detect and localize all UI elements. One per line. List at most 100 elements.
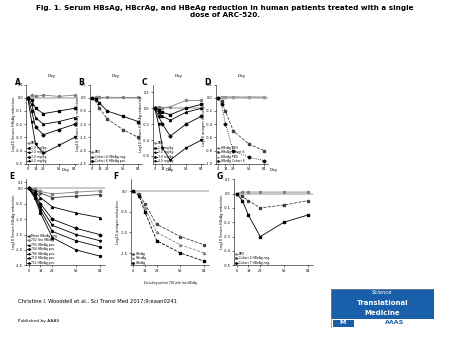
- PBO: [183, 98, 189, 102]
- HBeAg Cohort 6: [219, 102, 224, 106]
- 710 HBeAg pos.: [26, 186, 32, 190]
- HBeAg PBO: [262, 95, 267, 99]
- HBcrAg: [178, 243, 183, 247]
- HBcrAg: [154, 231, 159, 235]
- 1.0 mg/kg: [167, 113, 173, 117]
- PBO: [97, 95, 102, 99]
- 706 HBeAg pos.: [50, 223, 55, 227]
- Line: 702 low HBeAg: 702 low HBeAg: [27, 187, 101, 195]
- HBeAg Cohort 6: [223, 122, 228, 126]
- 703 HBeAg pos.: [97, 216, 103, 220]
- HBsAg: [142, 202, 148, 206]
- HBsAg Cohort 6: [262, 149, 267, 153]
- 1.0 mg/kg: [152, 106, 158, 110]
- Mean HBeAg neg.: [50, 196, 55, 200]
- 706 HBeAg pos.: [73, 233, 79, 237]
- 3.0 mg/kg: [183, 122, 189, 126]
- Line: HBsAg: HBsAg: [132, 190, 205, 246]
- PBO: [120, 95, 126, 99]
- Line: 711 HBeAg pos.: 711 HBeAg pos.: [27, 187, 101, 257]
- HBeAg Cohort 6: [246, 155, 252, 159]
- 1.0 mg/kg: [199, 102, 204, 106]
- Line: 710 HBeAg pos.: 710 HBeAg pos.: [27, 187, 101, 248]
- 711 HBeAg pos.: [50, 236, 55, 240]
- Y-axis label: Log10 Serum HBsAg reduction: Log10 Serum HBsAg reduction: [220, 195, 224, 249]
- PBO: [240, 190, 245, 194]
- 3.0 mg/kg: [152, 106, 158, 110]
- 2.0 mg/kg: [33, 116, 38, 120]
- Y-axis label: Log10 Serum HBsAg reduction: Log10 Serum HBsAg reduction: [12, 195, 16, 249]
- HBeAg: [130, 189, 136, 193]
- Line: 2.0 mg/kg: 2.0 mg/kg: [27, 97, 76, 125]
- HBeAg PBO: [246, 95, 252, 99]
- HBsAg PBO: [219, 95, 224, 99]
- Line: Cohort 6 HBeAg pos.: Cohort 6 HBeAg pos.: [90, 97, 140, 123]
- Mean HBeAg neg.: [26, 186, 32, 190]
- PBO: [246, 190, 251, 194]
- HBsAg: [154, 222, 159, 226]
- 2.0 mg/kg: [40, 122, 46, 126]
- Legend: PBO, 1.0 mg/kg, 2.0 mg/kg, 3.0 mg/kg, 4.0 mg/kg: PBO, 1.0 mg/kg, 2.0 mg/kg, 3.0 mg/kg, 4.…: [27, 141, 47, 164]
- Cohort 4 HBeAg neg.: [120, 127, 126, 131]
- Mean HBeAg neg.: [73, 194, 79, 198]
- HBeAg: [202, 259, 207, 263]
- HBeAg PBO: [219, 95, 224, 99]
- 706 HBeAg pos.: [38, 205, 43, 209]
- PBO: [29, 93, 34, 97]
- PBO: [56, 94, 62, 98]
- 703 HBeAg pos.: [32, 189, 37, 193]
- Text: M: M: [339, 320, 345, 325]
- 4.0 mg/kg: [160, 146, 165, 150]
- Bar: [333, 320, 354, 327]
- Text: Day: Day: [166, 168, 174, 172]
- PBO: [199, 98, 204, 102]
- 702 low HBeAg: [32, 187, 37, 191]
- Cohort 6 HBeAg pos.: [120, 114, 126, 118]
- Line: HBeAg: HBeAg: [132, 190, 205, 262]
- HBcrAg: [136, 193, 142, 197]
- PBO: [281, 190, 287, 194]
- 3.0 mg/kg: [33, 125, 38, 129]
- HBeAg PBO: [215, 96, 220, 100]
- 2.0 mg/kg: [160, 114, 165, 118]
- HBcrAg: [130, 189, 136, 193]
- 706 HBeAg pos.: [97, 239, 103, 243]
- Line: Cohort 4 HBeAg neg.: Cohort 4 HBeAg neg.: [235, 192, 309, 209]
- Y-axis label: Log10 Serum HBsAg reduction: Log10 Serum HBsAg reduction: [12, 97, 16, 151]
- Cohort 7 HBeAg neg.: [234, 191, 239, 195]
- PBO: [160, 105, 165, 110]
- Legend: HBsAg PBO, HBsAg Cohort 6, HBeAg PBO, HBeAg Cohort 6: HBsAg PBO, HBsAg Cohort 6, HBeAg PBO, HB…: [216, 146, 245, 164]
- 4.0 mg/kg: [56, 143, 62, 147]
- 2.0 mg/kg: [167, 118, 173, 122]
- Legend: Mean HBeAg neg., 702 low HBeAg, 703 HBeAg pos., 704 HBeAg pos., 706 HBeAg pos., : Mean HBeAg neg., 702 low HBeAg, 703 HBeA…: [27, 234, 58, 265]
- Cohort 4 HBeAg neg.: [281, 203, 287, 207]
- Line: 1.0 mg/kg: 1.0 mg/kg: [153, 103, 202, 116]
- 1.0 mg/kg: [183, 106, 189, 110]
- Text: Day: Day: [112, 74, 120, 78]
- 711 HBeAg pos.: [26, 186, 32, 190]
- 2.0 mg/kg: [183, 110, 189, 114]
- Cohort 6 HBeAg pos.: [93, 97, 98, 101]
- Cohort 4 HBeAg neg.: [93, 98, 98, 102]
- HBeAg Cohort 6: [215, 96, 220, 100]
- 4.0 mg/kg: [29, 120, 34, 124]
- HBsAg Cohort 6: [223, 109, 228, 113]
- Text: Translational: Translational: [357, 300, 408, 306]
- PBO: [136, 95, 141, 99]
- Line: 704 HBeAg pos.: 704 HBeAg pos.: [27, 187, 101, 236]
- 1.0 mg/kg: [25, 96, 31, 100]
- Line: 4.0 mg/kg: 4.0 mg/kg: [153, 107, 202, 161]
- 4.0 mg/kg: [25, 96, 31, 100]
- HBeAg: [178, 251, 183, 255]
- 703 HBeAg pos.: [50, 205, 55, 209]
- 711 HBeAg pos.: [73, 248, 79, 252]
- HBsAg PBO: [223, 95, 228, 99]
- Cohort 6 HBeAg pos.: [104, 109, 110, 113]
- 704 HBeAg pos.: [26, 186, 32, 190]
- Line: 4.0 mg/kg: 4.0 mg/kg: [27, 97, 76, 154]
- HBsAg: [202, 243, 207, 247]
- Cohort 4 HBeAg neg.: [257, 206, 263, 210]
- 704 HBeAg pos.: [32, 191, 37, 195]
- PBO: [234, 191, 239, 195]
- Cohort 4 HBeAg neg.: [234, 191, 239, 195]
